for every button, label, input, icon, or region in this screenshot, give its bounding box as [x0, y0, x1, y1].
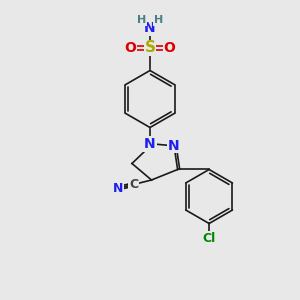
- Text: N: N: [144, 137, 156, 151]
- Text: N: N: [113, 182, 124, 195]
- Text: N: N: [144, 22, 156, 35]
- Text: C: C: [129, 178, 138, 191]
- Text: O: O: [164, 41, 175, 55]
- Text: H: H: [137, 15, 146, 25]
- Text: H: H: [154, 15, 163, 25]
- Text: Cl: Cl: [202, 232, 216, 245]
- Text: O: O: [124, 41, 136, 55]
- Text: S: S: [145, 40, 155, 56]
- Text: N: N: [168, 139, 180, 152]
